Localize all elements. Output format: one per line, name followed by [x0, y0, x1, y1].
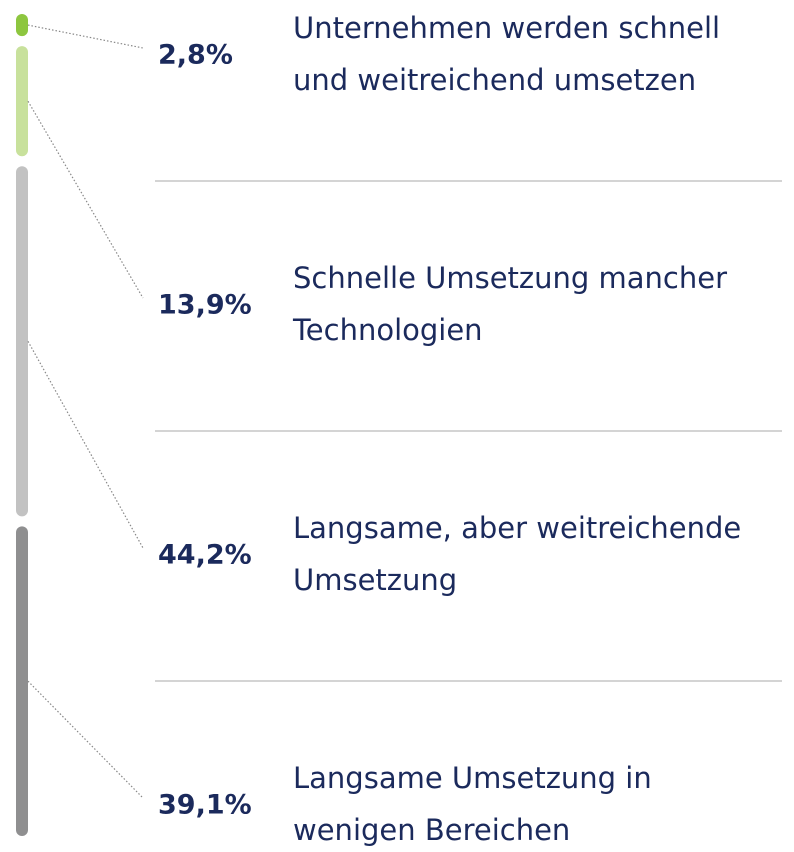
- connector: [27, 680, 144, 799]
- bar-segment: [16, 526, 28, 836]
- bar-segment: [16, 166, 28, 517]
- value-label: 44,2%: [158, 540, 252, 571]
- category-label: Umsetzung: [293, 563, 457, 597]
- value-label: 2,8%: [158, 40, 233, 71]
- connector: [27, 341, 144, 549]
- value-label: 39,1%: [158, 790, 252, 821]
- category-label: Langsame, aber weitreichende: [293, 511, 741, 545]
- category-label: Langsame Umsetzung in: [293, 761, 652, 795]
- category-label: und weitreichend umsetzen: [293, 63, 696, 97]
- category-label: Schnelle Umsetzung mancher: [293, 261, 727, 295]
- category-label: Unternehmen werden schnell: [293, 11, 720, 45]
- category-label: Technologien: [292, 313, 483, 347]
- value-label: 13,9%: [158, 290, 252, 321]
- bar-segment: [16, 14, 28, 37]
- connector: [27, 24, 144, 49]
- bar-segment: [16, 46, 28, 157]
- connector: [27, 100, 144, 299]
- category-label: wenigen Bereichen: [293, 813, 570, 847]
